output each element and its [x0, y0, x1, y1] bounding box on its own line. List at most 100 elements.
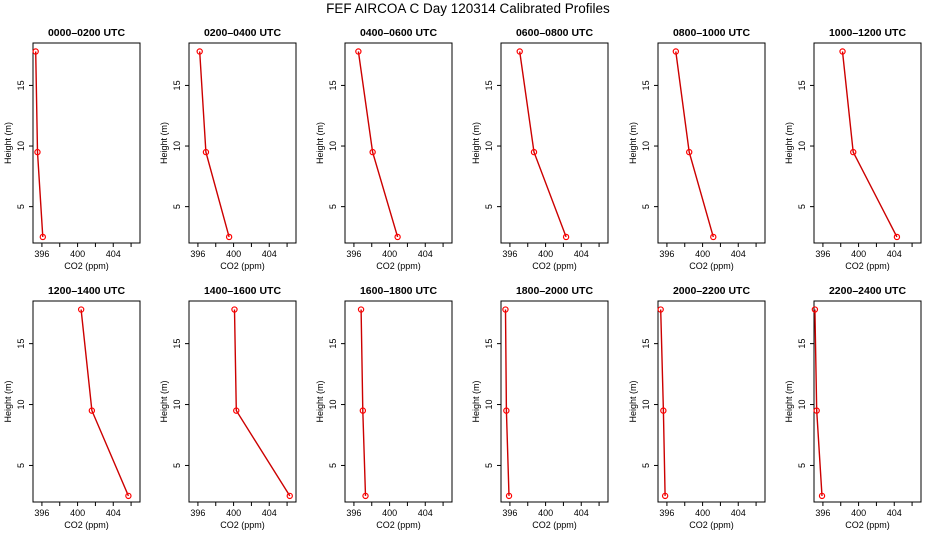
x-tick-label: 396: [815, 508, 830, 518]
x-tick-label: 400: [538, 508, 553, 518]
x-axis-label: CO2 (ppm): [220, 520, 265, 530]
panel-title: 0800–1000 UTC: [673, 27, 750, 39]
y-tick-label: 5: [484, 463, 494, 468]
y-axis-label: Height (m): [784, 380, 794, 422]
y-tick-label: 10: [16, 141, 26, 151]
x-tick-label: 396: [659, 249, 674, 259]
y-tick-label: 5: [172, 463, 182, 468]
x-tick-label: 400: [70, 249, 85, 259]
y-tick-label: 15: [16, 339, 26, 349]
plot-frame: [813, 42, 922, 244]
y-axis-label: Height (m): [628, 380, 638, 422]
plot-frame: [188, 42, 297, 244]
panel-1: 0200–0400 UTC 396 400 404 CO2 (ppm) 5 10 15 Heig…: [159, 27, 297, 271]
y-tick-label: 5: [16, 463, 26, 468]
x-tick-label: 404: [106, 508, 121, 518]
plot-frame: [344, 300, 453, 503]
data-point: [196, 48, 203, 55]
panel-title: 0400–0600 UTC: [360, 27, 437, 39]
plot-frame: [813, 300, 922, 503]
panel-title: 1000–1200 UTC: [829, 27, 906, 39]
x-tick-label: 396: [659, 508, 674, 518]
y-tick-label: 5: [641, 463, 651, 468]
y-tick-label: 15: [172, 339, 182, 349]
data-point: [672, 48, 680, 55]
x-tick-label: 400: [851, 508, 866, 518]
data-point: [686, 148, 693, 156]
y-tick-label: 5: [797, 204, 807, 209]
y-tick-label: 5: [797, 463, 807, 468]
panel-2: 0400–0600 UTC 396 400 404 CO2 (ppm) 5 10 15 Heig…: [315, 27, 453, 271]
y-tick-label: 15: [797, 80, 807, 90]
data-point: [503, 407, 510, 414]
x-tick-label: 400: [695, 249, 710, 259]
x-tick-label: 404: [574, 249, 589, 259]
data-point: [893, 233, 901, 241]
y-tick-label: 5: [16, 204, 26, 209]
data-point: [125, 492, 132, 500]
y-tick-label: 10: [172, 141, 182, 151]
y-tick-label: 15: [797, 339, 807, 349]
x-tick-label: 404: [574, 508, 589, 518]
panel-8: 1600–1800 UTC 396 400 404 CO2 (ppm) 5 10 15 Heig…: [315, 285, 453, 530]
plot-frame: [32, 300, 141, 503]
y-tick-label: 10: [484, 400, 494, 410]
x-tick-label: 404: [731, 249, 746, 259]
profile-line: [814, 309, 823, 496]
plot-frame: [188, 300, 297, 503]
x-tick-label: 400: [70, 508, 85, 518]
x-axis-label: CO2 (ppm): [376, 520, 421, 530]
data-point: [369, 148, 376, 156]
panel-title: 1200–1400 UTC: [48, 285, 125, 297]
data-point: [839, 48, 846, 55]
panel-0: 0000–0200 UTC 396 400 404 CO2 (ppm) 5 10 15 Heig…: [3, 27, 141, 271]
x-axis-label: CO2 (ppm): [220, 261, 265, 271]
x-axis-label: CO2 (ppm): [845, 520, 890, 530]
data-point: [202, 148, 210, 156]
profile-line: [35, 51, 44, 237]
y-tick-label: 5: [328, 204, 338, 209]
x-axis-label: CO2 (ppm): [532, 520, 577, 530]
y-tick-label: 15: [484, 339, 494, 349]
profile-line: [357, 51, 399, 238]
data-point: [811, 306, 819, 313]
y-tick-label: 10: [16, 400, 26, 410]
panel-title: 0600–0800 UTC: [516, 27, 593, 39]
data-point: [32, 48, 39, 55]
y-axis-label: Height (m): [315, 380, 325, 422]
profile-line: [660, 309, 666, 496]
x-tick-label: 400: [382, 249, 397, 259]
panel-title: 1400–1600 UTC: [204, 285, 281, 297]
x-tick-label: 400: [538, 249, 553, 259]
data-point: [355, 48, 362, 55]
data-point: [357, 306, 365, 313]
plot-frame: [657, 42, 766, 244]
y-tick-label: 10: [797, 141, 807, 151]
plot-frame: [500, 42, 609, 244]
panel-4: 0800–1000 UTC 396 400 404 CO2 (ppm) 5 10 15 Heig…: [628, 27, 766, 271]
x-axis-label: CO2 (ppm): [64, 520, 109, 530]
data-point: [359, 407, 367, 414]
y-tick-label: 10: [172, 400, 182, 410]
y-tick-label: 10: [484, 141, 494, 151]
x-axis-label: CO2 (ppm): [64, 261, 109, 271]
data-point: [516, 48, 523, 55]
y-axis-label: Height (m): [159, 380, 169, 422]
x-tick-label: 396: [190, 249, 205, 259]
data-point: [818, 492, 826, 500]
x-tick-label: 404: [418, 249, 433, 259]
y-tick-label: 10: [328, 400, 338, 410]
profile-line: [80, 309, 130, 497]
x-tick-label: 404: [887, 508, 902, 518]
x-tick-label: 400: [382, 508, 397, 518]
panel-6: 1200–1400 UTC 396 400 404 CO2 (ppm) 5 10 15 Heig…: [3, 285, 141, 530]
x-tick-label: 404: [418, 508, 433, 518]
data-point: [225, 233, 233, 241]
panel-title: 1600–1800 UTC: [360, 285, 437, 297]
y-tick-label: 15: [328, 339, 338, 349]
data-point: [88, 407, 96, 414]
y-tick-label: 10: [641, 141, 651, 151]
profile-line: [841, 51, 898, 238]
y-tick-label: 15: [328, 80, 338, 90]
y-axis-label: Height (m): [315, 122, 325, 164]
